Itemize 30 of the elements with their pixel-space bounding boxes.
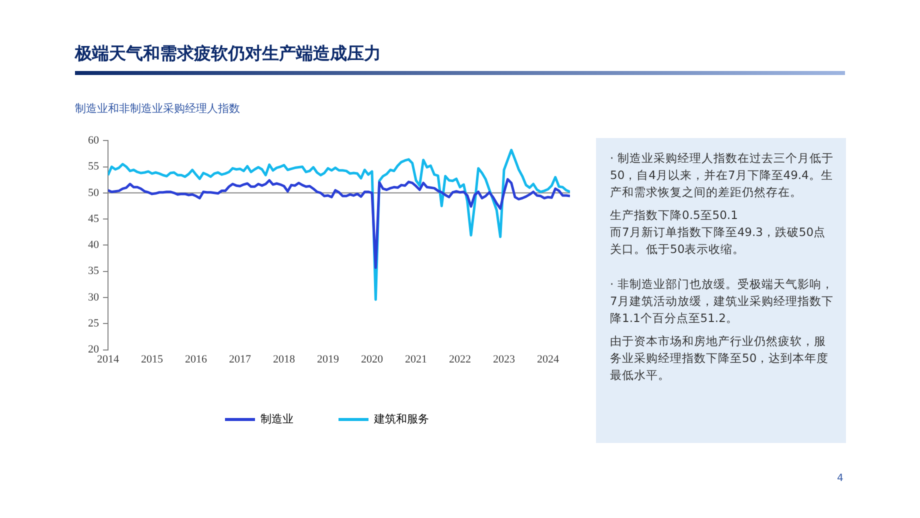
x-tick-label: 2015 (141, 353, 164, 366)
x-tick-label: 2024 (537, 353, 560, 366)
x-tick-label: 2023 (493, 353, 516, 366)
x-tick-label: 2022 (449, 353, 471, 366)
x-tick-label: 2014 (97, 353, 120, 366)
x-tick-label: 2017 (229, 353, 252, 366)
y-tick-label: 40 (88, 239, 100, 252)
chart-title: 极端天气和需求疲软仍对生产端造成压力 (75, 43, 381, 65)
y-tick-label: 30 (88, 291, 100, 304)
text: 由于资本市场和房地产行业仍然疲软，服务业采购经理指数下降至50，达到本年度最低水平。 (610, 333, 830, 384)
text: 而7月新订单指数下降至49.3，跌破50点关口。低于50表示收缩。 (610, 224, 827, 258)
x-tick-label: 2018 (273, 353, 296, 366)
y-tick-label: 35 (88, 265, 100, 278)
x-tick-label: 2019 (317, 353, 340, 366)
text: · 制造业采购经理人指数在过去三个月低于50，自4月以来，并在7月下降至49.4。生产和需求恢复之间的差距仍然存在。 (610, 150, 834, 201)
legend-label: 制造业 (260, 412, 294, 426)
y-tick-label: 60 (88, 134, 100, 146)
y-tick-label: 50 (88, 186, 100, 199)
x-tick-label: 2021 (405, 353, 427, 366)
text: · 非制造业部门也放缓。受极端天气影响，7月建筑活动放缓，建筑业采购经理指数下降1.1个百分点至51.2。 (610, 276, 834, 327)
y-tick-label: 45 (88, 212, 100, 225)
legend-label: 建筑和服务 (373, 412, 429, 426)
x-tick-label: 2020 (361, 353, 384, 366)
y-tick-label: 20 (88, 344, 100, 356)
y-tick-label: 55 (88, 160, 100, 173)
y-tick-label: 25 (88, 318, 100, 330)
x-tick-label: 2016 (185, 353, 208, 366)
text: 4 (837, 473, 844, 484)
chart-subtitle: 制造业和非制造业采购经理人指数 (75, 101, 240, 116)
text: 生产指数下降0.5至50.1 (610, 207, 739, 224)
